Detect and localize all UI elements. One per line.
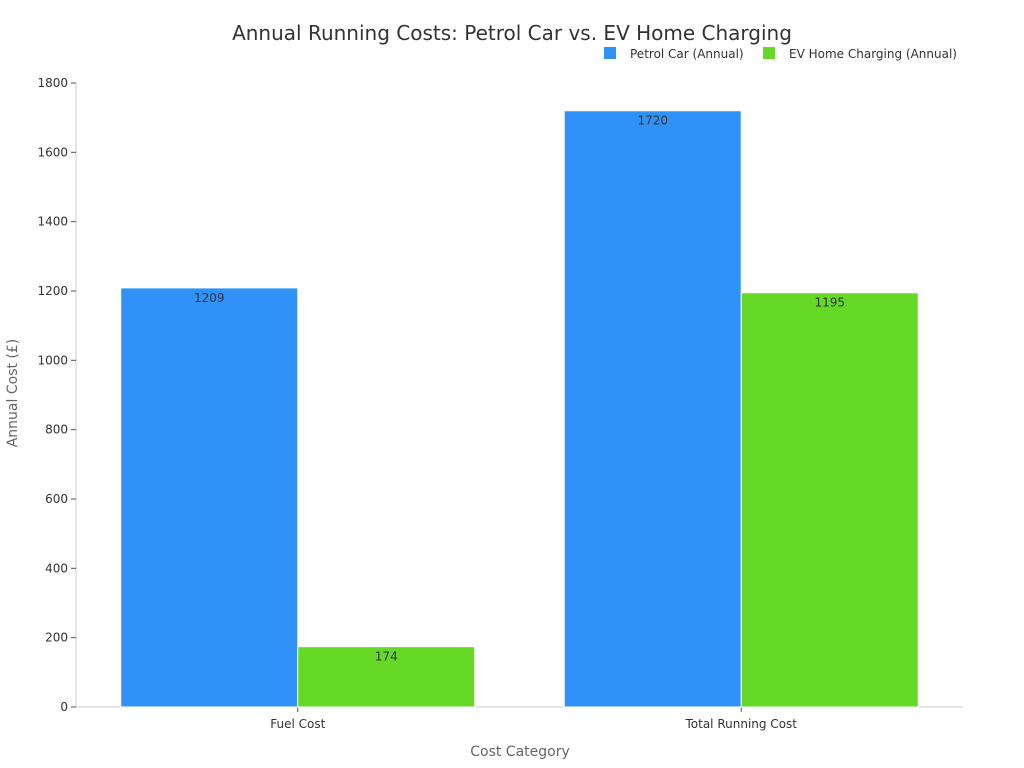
legend-swatch xyxy=(763,47,775,59)
y-tick-label: 1200 xyxy=(37,284,68,298)
data-label: 1720 xyxy=(637,114,668,128)
legend-label: EV Home Charging (Annual) xyxy=(789,47,957,61)
y-tick-label: 1400 xyxy=(37,215,68,229)
bar xyxy=(120,287,299,708)
bar xyxy=(297,646,476,708)
legend-label: Petrol Car (Annual) xyxy=(630,47,744,61)
legend-swatch xyxy=(604,47,616,59)
bar xyxy=(563,110,742,708)
y-tick-label: 600 xyxy=(45,492,68,506)
bar xyxy=(740,292,919,708)
x-tick-label: Fuel Cost xyxy=(270,717,325,731)
y-tick-label: 800 xyxy=(45,423,68,437)
x-axis-label: Cost Category xyxy=(470,744,570,760)
y-tick-label: 200 xyxy=(45,631,68,645)
y-tick-label: 1800 xyxy=(37,76,68,90)
data-label: 174 xyxy=(375,650,398,664)
y-tick-label: 1600 xyxy=(37,145,68,159)
y-tick-label: 400 xyxy=(45,561,68,575)
data-label: 1209 xyxy=(194,291,225,305)
y-tick-label: 1000 xyxy=(37,353,68,367)
y-tick-label: 0 xyxy=(60,700,68,714)
chart-title: Annual Running Costs: Petrol Car vs. EV … xyxy=(232,21,792,45)
x-tick-label: Total Running Cost xyxy=(684,717,797,731)
data-label: 1195 xyxy=(814,296,845,310)
y-axis-label: Annual Cost (£) xyxy=(5,339,21,448)
